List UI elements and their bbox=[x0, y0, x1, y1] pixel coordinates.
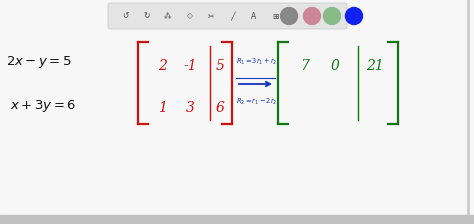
Text: 0: 0 bbox=[330, 59, 339, 73]
Text: ↻: ↻ bbox=[143, 11, 150, 21]
Text: 7: 7 bbox=[301, 59, 310, 73]
Text: 6: 6 bbox=[216, 101, 224, 115]
Text: ⁂: ⁂ bbox=[164, 11, 172, 21]
Text: $2x - y = 5$: $2x - y = 5$ bbox=[6, 54, 72, 70]
Text: ╱: ╱ bbox=[230, 11, 235, 21]
Text: 1: 1 bbox=[157, 101, 166, 115]
Bar bbox=[0, 215, 474, 224]
Circle shape bbox=[281, 7, 298, 24]
Text: ✂: ✂ bbox=[208, 11, 214, 21]
Text: 3: 3 bbox=[185, 101, 194, 115]
Text: -1: -1 bbox=[183, 59, 197, 73]
Text: 5: 5 bbox=[216, 59, 224, 73]
FancyBboxPatch shape bbox=[108, 3, 347, 29]
Text: $x + 3y = 6$: $x + 3y = 6$ bbox=[10, 98, 76, 114]
Text: ◇: ◇ bbox=[187, 11, 192, 21]
Text: $R_2=r_1-2r_2$: $R_2=r_1-2r_2$ bbox=[236, 97, 277, 107]
Text: $R_1=3r_1+r_2$: $R_1=3r_1+r_2$ bbox=[236, 57, 277, 67]
Text: 2: 2 bbox=[157, 59, 166, 73]
Text: A: A bbox=[251, 11, 256, 21]
Text: ↺: ↺ bbox=[122, 11, 128, 21]
Text: 21: 21 bbox=[366, 59, 384, 73]
Text: ⊞: ⊞ bbox=[272, 11, 279, 21]
Circle shape bbox=[346, 7, 363, 24]
Circle shape bbox=[323, 7, 340, 24]
Circle shape bbox=[303, 7, 320, 24]
